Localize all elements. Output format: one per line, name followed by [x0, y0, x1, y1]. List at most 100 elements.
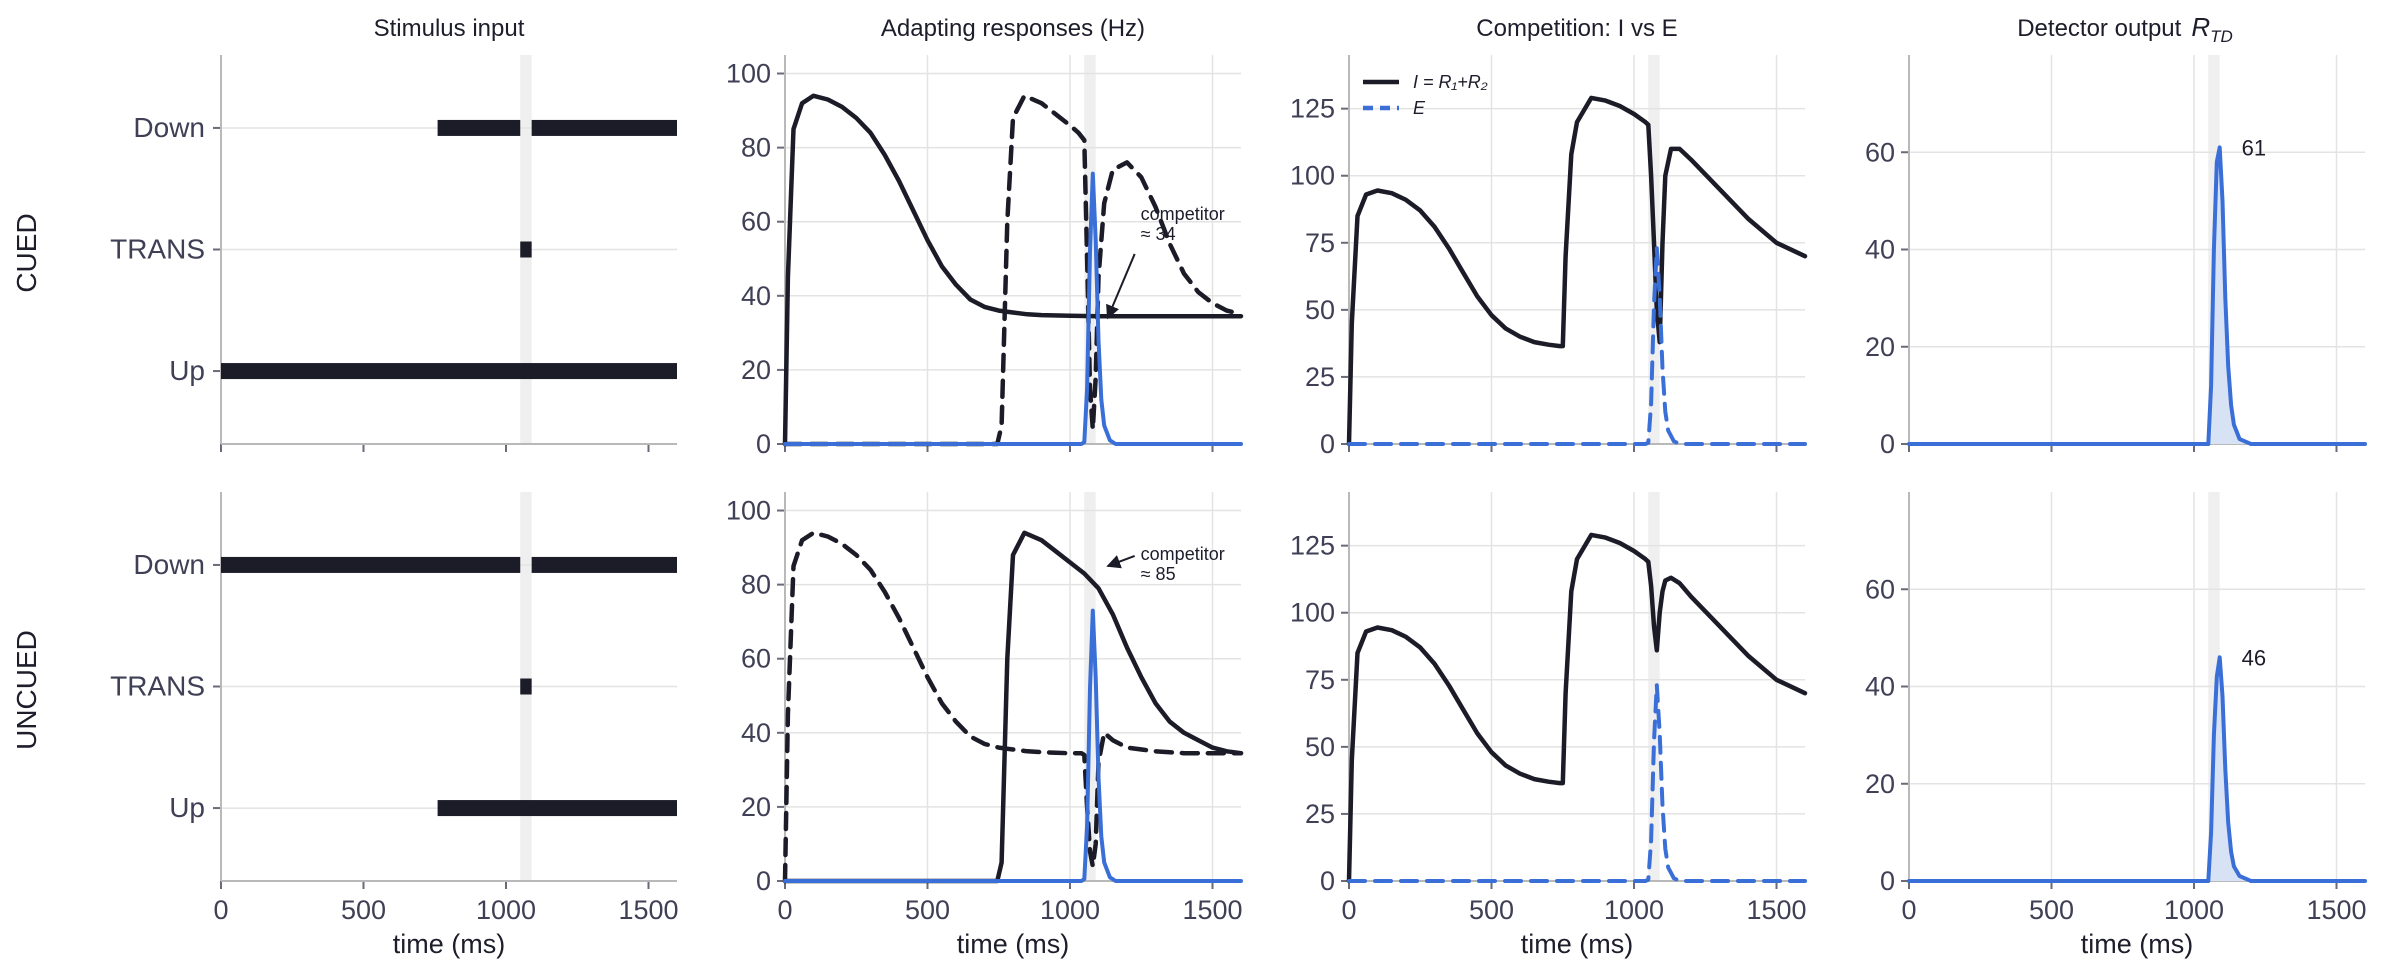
transition-window-shade	[1648, 492, 1660, 881]
stimulus-bar-down	[221, 556, 521, 573]
y-tick-label: 20	[741, 792, 771, 822]
stimulus-bar-trans	[520, 678, 532, 695]
series-line-dashed-blue	[1347, 246, 1807, 446]
x-tick-label: 500	[905, 895, 950, 925]
row-label-cued: CUED	[11, 213, 42, 292]
y-tick-label: 0	[1880, 429, 1895, 459]
annotation-arrow	[1106, 554, 1136, 569]
x-axis-title: time (ms)	[2081, 929, 2193, 959]
cued-detector-panel: 0 20 40 60 61	[1865, 55, 2367, 459]
x-tick-label: 0	[213, 895, 228, 925]
stimulus-bar-trans	[520, 241, 532, 258]
annotation-arrow	[1106, 253, 1136, 320]
y-tick-label: 20	[1865, 769, 1895, 799]
y-tick-label: 0	[1320, 866, 1335, 896]
row-label-uncued: UNCUED	[11, 630, 42, 750]
detector-area-fill	[1909, 657, 2365, 881]
y-tick-label: 60	[1865, 137, 1895, 167]
y-tick-label: 60	[741, 644, 771, 674]
uncued-detector-panel: 0 20 40 60 0 500 1000 1500 time (ms) 46	[1865, 492, 2367, 959]
col-title-stimulus: Stimulus input	[374, 15, 525, 42]
series-line-solid-dark	[1346, 95, 1808, 447]
y-tick-label: 75	[1305, 665, 1335, 695]
stimulus-bar-down	[437, 119, 521, 136]
y-tick-label: 20	[741, 355, 771, 385]
x-tick-label: 500	[2029, 895, 2074, 925]
x-tick-label: 0	[1901, 895, 1916, 925]
x-tick-label: 1000	[476, 895, 536, 925]
series-line-solid-dark	[782, 530, 1244, 884]
x-tick-label: 1000	[2164, 895, 2224, 925]
stimulus-bar-up	[221, 363, 677, 380]
x-axis-title: time (ms)	[957, 929, 1069, 959]
legend-label: I = R₁+R₂	[1413, 72, 1488, 92]
x-axis-title: time (ms)	[1521, 929, 1633, 959]
y-tick-label: 100	[726, 59, 771, 89]
category-label-up: Up	[169, 792, 205, 823]
legend-label: E	[1413, 98, 1426, 118]
cued-stimulus-panel: Up TRANS Down	[110, 55, 677, 452]
x-axis-title: time (ms)	[393, 929, 505, 959]
col-title-competition: Competition: I vs E	[1476, 15, 1677, 42]
uncued-competition-panel: 0 25 50 75 100 125 0 500 1000 1500 time (ms)	[1290, 492, 1808, 959]
y-tick-label: 50	[1305, 295, 1335, 325]
y-tick-label: 100	[1290, 161, 1335, 191]
y-tick-label: 0	[1320, 429, 1335, 459]
category-label-trans: TRANS	[110, 234, 205, 265]
series-line-solid-blue	[1907, 655, 2367, 883]
series-line-solid-blue	[1907, 145, 2367, 446]
detector-area-fill	[1909, 147, 2365, 444]
y-tick-label: 20	[1865, 332, 1895, 362]
y-tick-label: 0	[756, 866, 771, 896]
y-tick-label: 40	[1865, 672, 1895, 702]
series-line-dashed-dark	[782, 93, 1244, 447]
x-tick-label: 1500	[2306, 895, 2366, 925]
category-label-trans: TRANS	[110, 671, 205, 702]
series-line-solid-dark	[1346, 532, 1808, 884]
category-label-down: Down	[133, 112, 205, 143]
panels-group: Up TRANS Down 0 20 40 60 80 100 competitor ≈ 34 0 25…	[110, 55, 2367, 959]
x-tick-label: 1500	[1746, 895, 1806, 925]
x-tick-label: 1000	[1604, 895, 1664, 925]
series-line-dashed-blue	[1347, 683, 1807, 883]
x-tick-label: 500	[1469, 895, 1514, 925]
series-line-solid-blue	[783, 171, 1243, 446]
y-tick-label: 25	[1305, 362, 1335, 392]
x-tick-label: 1500	[618, 895, 678, 925]
y-tick-label: 25	[1305, 799, 1335, 829]
annotation-text: competitor	[1141, 544, 1225, 564]
y-tick-label: 80	[741, 570, 771, 600]
y-tick-label: 100	[726, 496, 771, 526]
y-tick-label: 40	[741, 281, 771, 311]
x-tick-label: 1500	[1182, 895, 1242, 925]
cued-adapting-panel: 0 20 40 60 80 100 competitor≈ 34	[726, 55, 1244, 459]
stimulus-bar-down	[531, 556, 677, 573]
x-tick-label: 500	[341, 895, 386, 925]
category-label-down: Down	[133, 549, 205, 580]
stimulus-bar-down	[531, 119, 677, 136]
y-tick-label: 80	[741, 133, 771, 163]
y-tick-label: 0	[756, 429, 771, 459]
series-line-dashed-dark	[782, 530, 1244, 884]
y-tick-label: 60	[741, 207, 771, 237]
y-tick-label: 60	[1865, 574, 1895, 604]
y-tick-label: 0	[1880, 866, 1895, 896]
y-tick-label: 40	[1865, 235, 1895, 265]
y-tick-label: 75	[1305, 228, 1335, 258]
peak-value-label: 61	[2242, 135, 2266, 160]
uncued-stimulus-panel: Up TRANS Down 0 500 1000 1500 time (ms)	[110, 492, 679, 959]
y-tick-label: 40	[741, 718, 771, 748]
annotation-text: ≈ 34	[1141, 224, 1176, 244]
peak-value-label: 46	[2242, 645, 2266, 670]
y-tick-label: 50	[1305, 732, 1335, 762]
cued-competition-panel: 0 25 50 75 100 125 I = R₁+R₂ E	[1290, 55, 1808, 459]
col-title-adapting: Adapting responses (Hz)	[881, 15, 1145, 42]
category-label-up: Up	[169, 355, 205, 386]
series-line-solid-blue	[783, 608, 1243, 883]
y-tick-label: 125	[1290, 531, 1335, 561]
col-title-detector: Detector output RTD	[2017, 12, 2233, 46]
x-tick-label: 1000	[1040, 895, 1100, 925]
x-tick-label: 0	[777, 895, 792, 925]
